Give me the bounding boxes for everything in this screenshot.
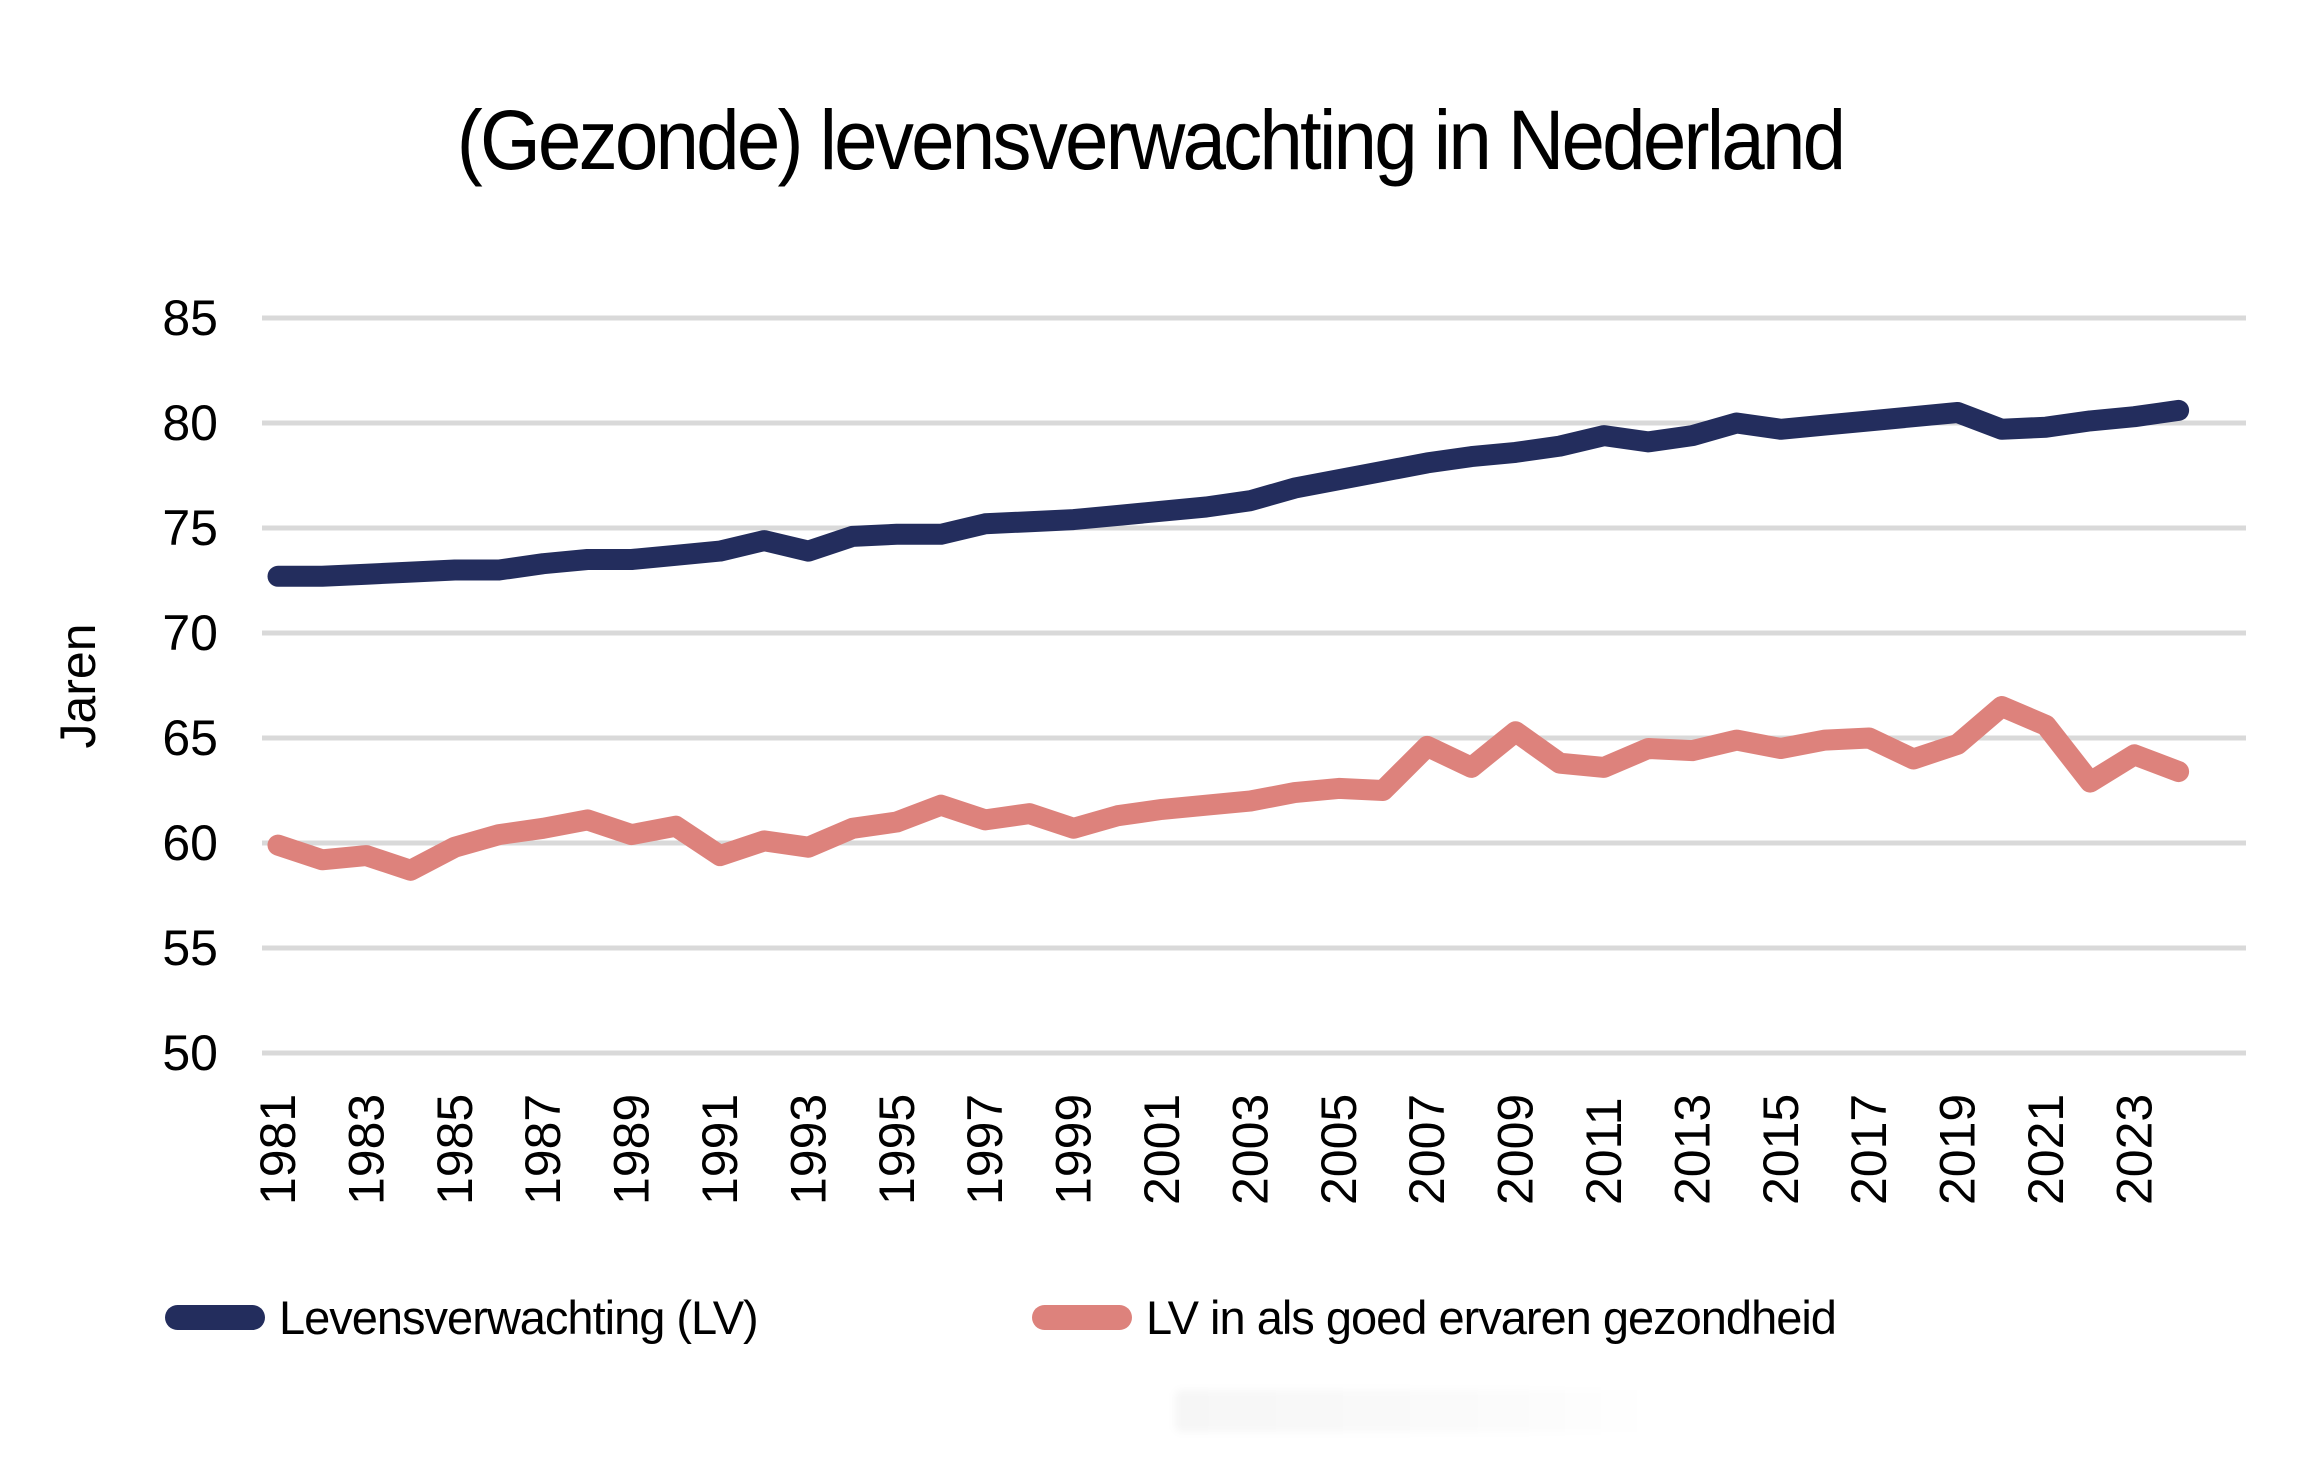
y-tick-label: 75 [162, 500, 218, 556]
series-line-gezonde-lv [267, 696, 2190, 881]
x-tick-label: 1991 [692, 1094, 748, 1205]
x-tick-label: 1995 [869, 1094, 925, 1205]
x-tick-label: 1989 [604, 1094, 660, 1205]
legend-item-levensverwachting: Levensverwachting (LV) [165, 1290, 759, 1345]
x-tick-label: 2001 [1134, 1094, 1190, 1205]
legend-label-gezonde-lv: LV in als goed ervaren gezondheid [1146, 1291, 1837, 1344]
legend-swatch-gezonde-lv-icon [1032, 1305, 1132, 1330]
x-tick-label: 2015 [1753, 1094, 1809, 1205]
y-tick-label: 50 [162, 1025, 218, 1081]
x-tick-label: 1985 [427, 1094, 483, 1205]
x-tick-label: 2003 [1222, 1094, 1278, 1205]
legend: Levensverwachting (LV) LV in als goed er… [0, 1290, 2300, 1360]
series-line-levensverwachting [267, 399, 2190, 587]
x-tick-label: 1981 [250, 1094, 306, 1205]
x-tick-label: 2005 [1311, 1094, 1367, 1205]
watermark-smudge [1175, 1390, 1655, 1432]
x-tick-label: 2013 [1664, 1094, 1720, 1205]
x-tick-label: 2007 [1399, 1094, 1455, 1205]
x-tick-label: 1987 [515, 1094, 571, 1205]
x-tick-label: 1993 [780, 1094, 836, 1205]
legend-swatch-levensverwachting-icon [165, 1305, 265, 1330]
x-tick-label: 2021 [2018, 1094, 2074, 1205]
x-tick-label: 2019 [1930, 1094, 1986, 1205]
x-tick-label: 2023 [2106, 1094, 2162, 1205]
y-tick-label: 65 [162, 710, 218, 766]
x-tick-label: 1983 [338, 1094, 394, 1205]
y-tick-label: 85 [162, 290, 218, 346]
y-tick-label: 60 [162, 815, 218, 871]
x-tick-label: 2017 [1841, 1094, 1897, 1205]
x-tick-label: 2009 [1488, 1094, 1544, 1205]
x-tick-label: 1997 [957, 1094, 1013, 1205]
chart-title: (Gezonde) levensverwachting in Nederland [456, 93, 1846, 187]
y-tick-label: 55 [162, 920, 218, 976]
x-tick-label: 1999 [1046, 1094, 1102, 1205]
y-tick-label: 80 [162, 395, 218, 451]
legend-item-gezonde-lv: LV in als goed ervaren gezondheid [1032, 1290, 1837, 1345]
legend-label-levensverwachting: Levensverwachting (LV) [279, 1291, 759, 1344]
y-axis-title: Jaren [50, 623, 106, 748]
y-tick-label: 70 [162, 605, 218, 661]
x-tick-label: 2011 [1576, 1097, 1632, 1205]
